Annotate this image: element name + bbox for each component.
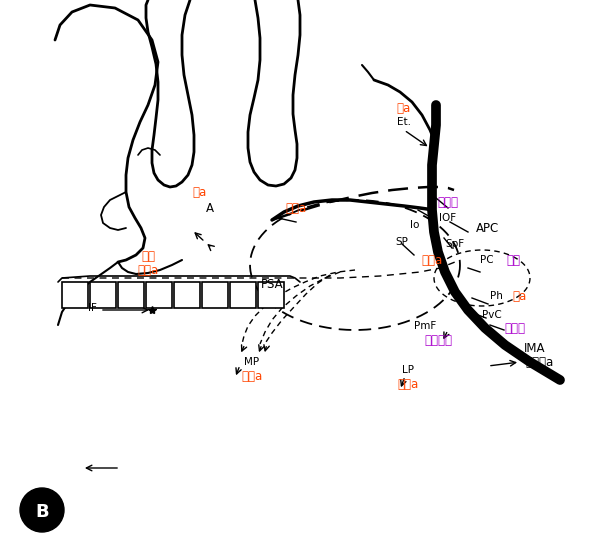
Text: 筛a: 筛a [397, 102, 411, 114]
Bar [202, 282, 228, 308]
Text: LP: LP [402, 365, 414, 375]
Text: 咽a: 咽a [512, 290, 526, 302]
Text: Et.: Et. [397, 117, 411, 127]
Circle shape [20, 488, 64, 532]
Text: MP: MP [244, 357, 260, 367]
Text: PC: PC [480, 255, 494, 265]
Text: 腭大a: 腭大a [241, 369, 263, 382]
Text: IF: IF [88, 303, 97, 313]
Text: 角a: 角a [193, 185, 207, 199]
Text: 牙槽a: 牙槽a [137, 263, 158, 277]
Text: 翼管: 翼管 [506, 253, 520, 267]
Text: 眶下裂: 眶下裂 [437, 195, 458, 209]
Bar [118, 282, 144, 308]
Text: IOF: IOF [439, 213, 457, 223]
Text: 眶下a: 眶下a [286, 201, 307, 214]
Bar [90, 282, 116, 308]
Text: PSA: PSA [260, 277, 283, 291]
Text: B: B [35, 503, 49, 521]
Text: 蝶腭a: 蝶腭a [421, 253, 443, 267]
Text: 后上: 后上 [141, 249, 155, 262]
Text: 腭小a: 腭小a [397, 378, 419, 391]
Text: PvC: PvC [482, 310, 502, 320]
Bar [62, 282, 88, 308]
Text: Ph: Ph [490, 291, 503, 301]
Text: APC: APC [476, 222, 500, 234]
Text: SP: SP [395, 237, 409, 247]
Text: 上颌内a: 上颌内a [526, 355, 554, 368]
Text: IMA: IMA [524, 341, 546, 354]
Bar [230, 282, 256, 308]
Bar [174, 282, 200, 308]
Bar [146, 282, 172, 308]
Text: PmF: PmF [414, 321, 436, 331]
Text: SpF: SpF [445, 239, 464, 249]
Bar [258, 282, 284, 308]
Text: 腭鞘管: 腭鞘管 [505, 321, 526, 334]
Text: 翼上颌裂: 翼上颌裂 [424, 334, 452, 347]
Text: Io: Io [410, 220, 419, 230]
Text: A: A [206, 201, 214, 214]
